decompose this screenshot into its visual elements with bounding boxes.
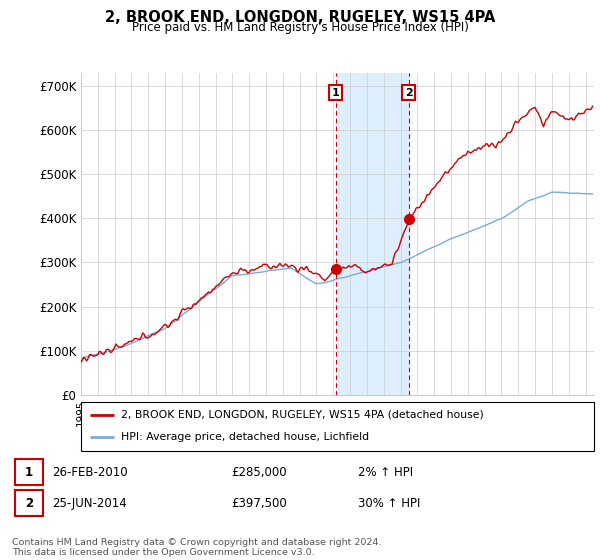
Text: 2, BROOK END, LONGDON, RUGELEY, WS15 4PA (detached house): 2, BROOK END, LONGDON, RUGELEY, WS15 4PA… [121,410,484,420]
Bar [336,73,409,395]
Text: 2% ↑ HPI: 2% ↑ HPI [358,466,413,479]
Text: Price paid vs. HM Land Registry's House Price Index (HPI): Price paid vs. HM Land Registry's House … [131,21,469,34]
Text: £285,000: £285,000 [231,466,287,479]
Text: Contains HM Land Registry data © Crown copyright and database right 2024.
This d: Contains HM Land Registry data © Crown c… [12,538,382,557]
Text: 25-JUN-2014: 25-JUN-2014 [52,497,127,510]
Text: 1: 1 [25,466,33,479]
Text: 2: 2 [25,497,33,510]
Text: 26-FEB-2010: 26-FEB-2010 [52,466,128,479]
Text: £397,500: £397,500 [231,497,287,510]
Text: 2, BROOK END, LONGDON, RUGELEY, WS15 4PA: 2, BROOK END, LONGDON, RUGELEY, WS15 4PA [105,10,495,25]
Text: HPI: Average price, detached house, Lichfield: HPI: Average price, detached house, Lich… [121,432,369,442]
Text: 2: 2 [405,88,413,97]
Text: 1: 1 [332,88,340,97]
FancyBboxPatch shape [15,491,43,516]
Text: 30% ↑ HPI: 30% ↑ HPI [358,497,420,510]
FancyBboxPatch shape [15,459,43,485]
FancyBboxPatch shape [81,402,594,451]
